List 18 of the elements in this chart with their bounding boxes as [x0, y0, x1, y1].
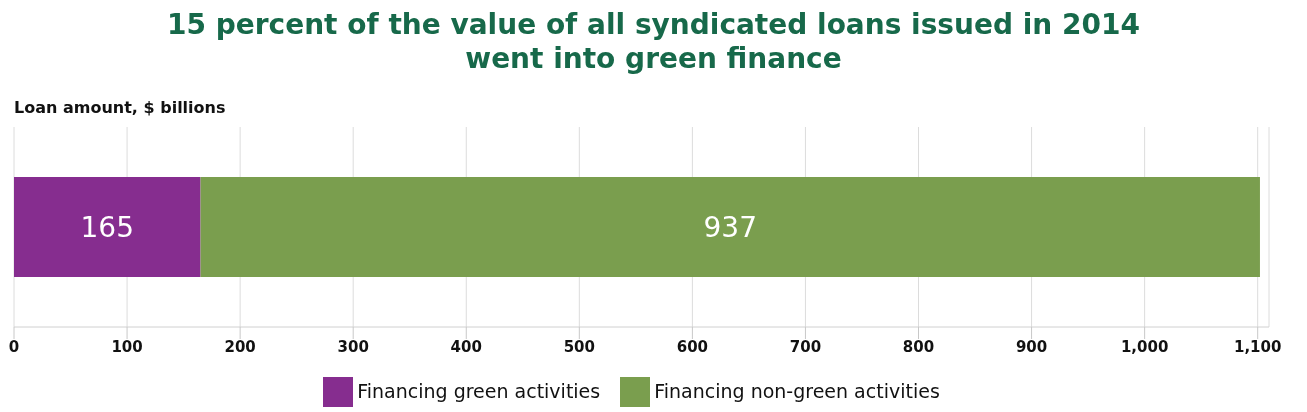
x-tick-label: 400 — [450, 337, 482, 356]
x-tick-label: 500 — [563, 337, 595, 356]
x-tick-label: 600 — [676, 337, 709, 356]
x-tick-label: 100 — [111, 337, 143, 356]
data-label: 165 — [80, 210, 134, 244]
x-tick-label: 0 — [8, 337, 20, 356]
x-tick-label: 1,100 — [1233, 337, 1282, 356]
x-tick-label: 800 — [902, 337, 935, 356]
data-label: 937 — [703, 210, 757, 244]
x-axis-title: Loan amount, $ billions — [14, 98, 227, 117]
x-tick-label: 900 — [1015, 337, 1048, 356]
chart-title: 15 percent of the value of all syndicated loans issued in 2014 went into green finance — [166, 8, 1141, 76]
legend-label: Financing non-green activities — [654, 379, 940, 402]
x-tick-label: 200 — [224, 337, 256, 356]
x-tick-label: 1,000 — [1120, 337, 1169, 356]
x-tick-label: 300 — [337, 337, 369, 356]
legend-label: Financing green activities — [357, 379, 601, 402]
x-tick-label: 700 — [789, 337, 822, 356]
